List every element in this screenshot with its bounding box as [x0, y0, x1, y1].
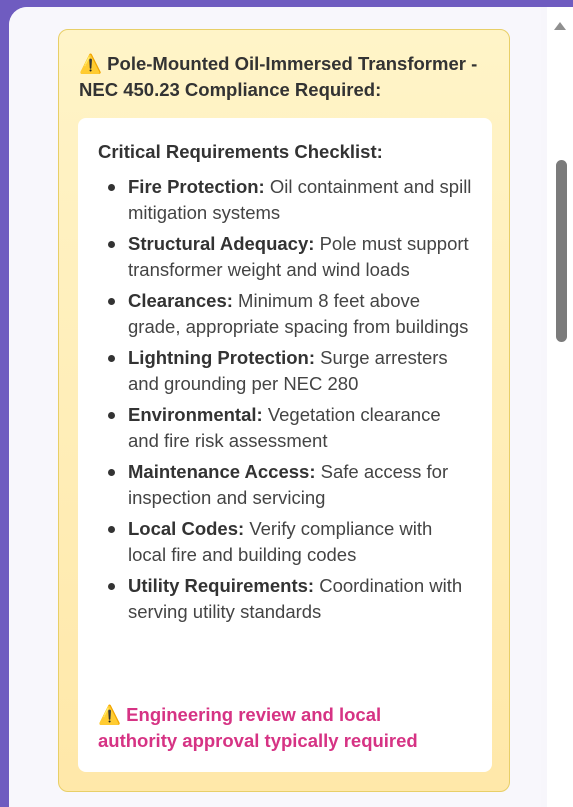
requirement-label: Fire Protection: — [128, 176, 265, 197]
main-panel: ⚠️ Pole-Mounted Oil-Immersed Transformer… — [9, 7, 573, 807]
requirement-text: Minimum 8 feet above grade, appropriate … — [128, 290, 469, 337]
requirement-text: Safe access for inspection and servicing — [128, 461, 449, 508]
requirement-label: Local Codes: — [128, 518, 245, 539]
scrollbar-thumb[interactable] — [556, 160, 567, 342]
list-item: Local Codes: Verify compliance with loca… — [98, 516, 474, 568]
transformer-warning-card: ⚠️ Pole-Mounted Oil-Immersed Transformer… — [58, 29, 510, 792]
checklist-heading: Critical Requirements Checklist: — [98, 141, 383, 162]
list-item: Maintenance Access: Safe access for insp… — [98, 459, 474, 511]
requirement-label: Maintenance Access: — [128, 461, 316, 482]
requirement-text: Surge arresters and grounding per NEC 28… — [128, 347, 448, 394]
list-item: Fire Protection: Oil containment and spi… — [98, 174, 474, 226]
approval-note: ⚠️ Engineering review and local authorit… — [98, 704, 418, 751]
scroll-up-icon[interactable] — [554, 22, 566, 30]
requirements-checklist: Critical Requirements Checklist: Fire Pr… — [78, 118, 492, 772]
requirement-text: Vegetation clearance and fire risk asses… — [128, 404, 441, 451]
requirement-label: Clearances: — [128, 290, 233, 311]
requirement-label: Environmental: — [128, 404, 263, 425]
list-item: Lightning Protection: Surge arresters an… — [98, 345, 474, 397]
requirement-text: Coordination with serving utility standa… — [128, 575, 463, 622]
list-item: Structural Adequacy: Pole must support t… — [98, 231, 474, 283]
list-item: Environmental: Vegetation clearance and … — [98, 402, 474, 454]
requirements-list: Fire Protection: Oil containment and spi… — [98, 174, 474, 625]
requirement-text: Oil containment and spill mitigation sys… — [128, 176, 472, 223]
requirement-label: Utility Requirements: — [128, 575, 315, 596]
list-item: Clearances: Minimum 8 feet above grade, … — [98, 288, 474, 340]
requirement-text: Pole must support transformer weight and… — [128, 233, 469, 280]
warning-title: ⚠️ Pole-Mounted Oil-Immersed Transformer… — [79, 53, 478, 100]
requirement-label: Structural Adequacy: — [128, 233, 315, 254]
requirement-text: Verify compliance with local fire and bu… — [128, 518, 433, 565]
list-item: Utility Requirements: Coordination with … — [98, 573, 474, 625]
vertical-scrollbar[interactable] — [547, 7, 573, 807]
requirement-label: Lightning Protection: — [128, 347, 316, 368]
